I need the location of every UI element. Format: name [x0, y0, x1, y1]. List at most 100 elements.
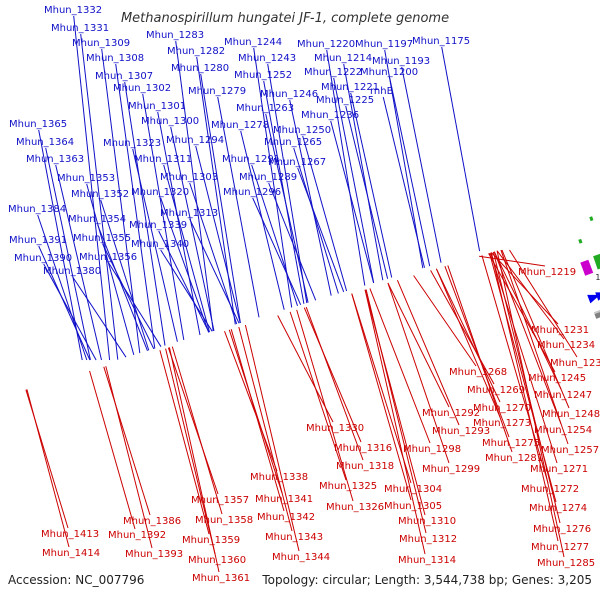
forward-gene-label: Mhun_1280 — [171, 63, 229, 74]
feature-block-outer — [580, 259, 594, 276]
forward-gene-label: Mhun_1332 — [44, 5, 102, 16]
reverse-gene-label: Mhun_1271 — [530, 464, 588, 475]
forward-gene-label: Mhun_1263 — [236, 103, 294, 114]
forward-gene-label: Mhun_1244 — [224, 37, 282, 48]
reverse-leader-line — [26, 389, 70, 548]
forward-gene-label: Mhun_1356 — [79, 252, 137, 263]
forward-gene-label: Mhun_1294 — [166, 135, 224, 146]
reverse-gene-label: Mhun_1281 — [485, 453, 543, 464]
reverse-leader-line — [103, 366, 151, 516]
forward-leader-line — [293, 147, 339, 294]
reverse-gene-label: Mhun_1393 — [125, 549, 183, 560]
forward-gene-label: Mhun_1250 — [273, 125, 331, 136]
forward-gene-label: Mhun_1283 — [146, 30, 204, 41]
forward-gene-label: Mhun_1365 — [9, 119, 67, 130]
reverse-leader-line — [501, 249, 570, 409]
forward-leader-line — [43, 263, 97, 361]
forward-gene-label: Mhun_1301 — [128, 101, 186, 112]
reverse-gene-label: Mhun_1325 — [319, 481, 377, 492]
reverse-leader-line — [413, 275, 477, 367]
forward-gene-label: Mhun_1323 — [103, 138, 161, 149]
reverse-gene-label: Mhun_1312 — [399, 534, 457, 545]
forward-leader-line — [73, 15, 111, 361]
forward-leader-lines — [37, 15, 481, 361]
forward-gene-label: Mhun_1384 — [8, 204, 66, 215]
forward-leader-line — [115, 63, 156, 349]
forward-leader-line — [72, 276, 127, 358]
forward-leader-line — [343, 63, 384, 281]
forward-leader-line — [330, 120, 375, 284]
reverse-gene-label: Mhun_1413 — [41, 529, 99, 540]
forward-leader-line — [108, 262, 162, 347]
reverse-gene-label: Mhun_1314 — [398, 555, 456, 566]
reverse-gene-label: Mhun_1274 — [529, 503, 587, 514]
reverse-leader-line — [490, 252, 559, 542]
reverse-gene-label: Mhun_1344 — [272, 552, 330, 563]
forward-leader-line — [345, 105, 389, 279]
reverse-leader-line — [351, 293, 412, 484]
reverse-leader-line — [493, 251, 562, 390]
forward-gene-label: Mhun_1289 — [239, 172, 297, 183]
forward-leader-line — [333, 77, 375, 283]
forward-leader-line — [142, 93, 185, 340]
reverse-leader-line — [238, 326, 293, 532]
reverse-leader-line — [159, 350, 210, 535]
forward-gene-label: Mhun_1364 — [16, 137, 74, 148]
forward-gene-label: Mhun_1331 — [51, 23, 109, 34]
reverse-gene-label: Mhun_1299 — [422, 464, 480, 475]
forward-leader-line — [102, 243, 155, 350]
reverse-leader-line — [167, 347, 219, 495]
forward-leader-line — [158, 230, 210, 333]
feature-marker-outer — [578, 238, 583, 244]
forward-gene-label: Mhun_1279 — [188, 86, 246, 97]
forward-leader-line — [100, 199, 150, 351]
forward-leader-line — [302, 135, 348, 292]
reverse-leader-line — [224, 331, 278, 472]
reverse-leader-line — [387, 282, 450, 408]
forward-gene-label: Mhun_1296 — [223, 187, 281, 198]
reverse-gene-label: Mhun_1392 — [108, 530, 166, 541]
reverse-gene-label: Mhun_1257 — [541, 445, 599, 456]
reverse-leader-line — [430, 270, 495, 385]
reverse-gene-label: Mhun_1342 — [257, 512, 315, 523]
reverse-gene-label: Mhun_1330 — [306, 423, 364, 434]
forward-gene-label: Mhun_1340 — [131, 239, 189, 250]
forward-gene-label: Mhun_1355 — [73, 233, 131, 244]
forward-leader-line — [268, 182, 317, 301]
forward-leader-line — [401, 66, 442, 263]
reverse-leader-line — [303, 307, 362, 443]
reverse-gene-label: Mhun_1277 — [531, 542, 589, 553]
reverse-gene-label: Mhun_1357 — [191, 495, 249, 506]
feature-block-outer — [593, 253, 600, 270]
forward-gene-label: Mhun_1391 — [9, 235, 67, 246]
reverse-gene-label: Mhun_1326 — [326, 502, 384, 513]
forward-gene-label: Mhun_1313 — [160, 208, 218, 219]
forward-gene-label: Mhun_1320 — [131, 187, 189, 198]
forward-leader-line — [382, 96, 425, 268]
reverse-gene-label: Mhun_1248 — [542, 409, 600, 420]
forward-leader-line — [350, 92, 393, 278]
reverse-gene-label: Mhun_1358 — [195, 515, 253, 526]
reverse-leader-line — [509, 249, 578, 358]
forward-gene-label: Mhun_1282 — [167, 46, 225, 57]
forward-leader-line — [160, 197, 210, 333]
forward-gene-arrow — [587, 294, 600, 304]
forward-gene-label: Mhun_1246 — [260, 89, 318, 100]
forward-leader-line — [157, 111, 201, 336]
forward-gene-label: Mhun_1390 — [14, 253, 72, 264]
forward-gene-label: Mhun_1252 — [234, 70, 292, 81]
forward-gene-labels: Mhun_1332 Mhun_1331 Mhun_1309 Mhun_1308 Mhun… — [8, 5, 470, 277]
forward-gene-label: Mhun_1303 — [160, 172, 218, 183]
forward-leader-line — [132, 148, 178, 342]
topology-summary: Topology: circular; Length: 3,544,738 bp… — [262, 573, 592, 587]
reverse-leader-line — [168, 347, 220, 573]
forward-gene-label: Mhun_1311 — [134, 154, 192, 165]
reverse-gene-label: Mhun_1361 — [192, 573, 250, 584]
reverse-leader-line — [365, 289, 427, 534]
forward-gene-label: Mhun_1339 — [129, 220, 187, 231]
reverse-gene-label: Mhun_1273 — [473, 418, 531, 429]
forward-gene-label: Mhun_1302 — [113, 83, 171, 94]
forward-leader-line — [160, 249, 213, 332]
forward-leader-line — [326, 49, 366, 286]
reverse-gene-label: Mhun_1293 — [432, 426, 490, 437]
